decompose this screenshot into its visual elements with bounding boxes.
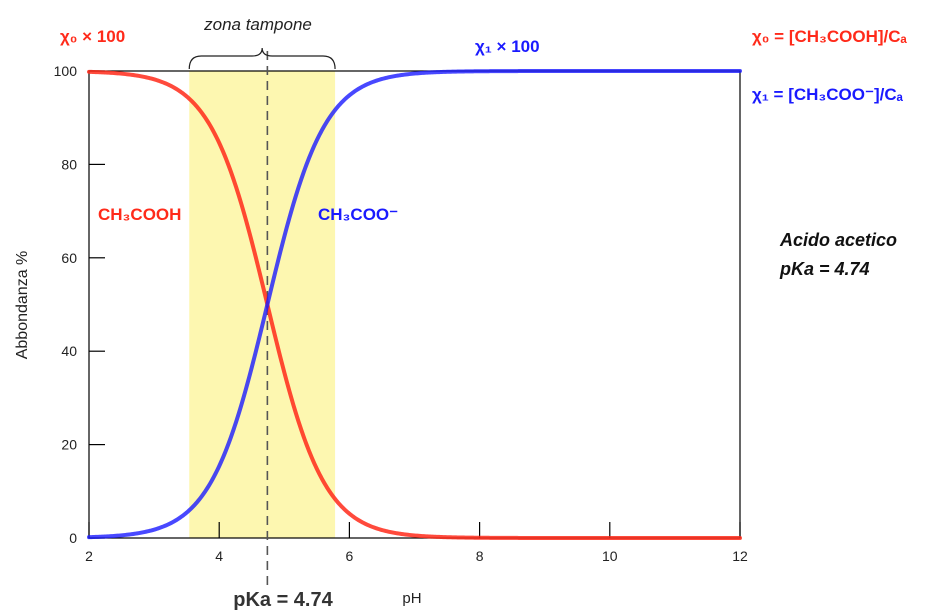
compound-pka: pKa = 4.74 <box>779 259 870 279</box>
x-tick-label: 4 <box>215 548 223 564</box>
series-lines <box>87 69 742 540</box>
buffer-zone-brace <box>188 47 336 70</box>
y-axis-label: Abbondanza % <box>14 251 31 360</box>
buffer-zone-band <box>189 71 336 538</box>
chi1-curve-label: χ₁ × 100 <box>475 37 540 56</box>
chi1-series-line <box>87 69 742 540</box>
y-tick-label: 60 <box>61 250 77 266</box>
chi0-formula: χ₀ = [CH₃COOH]/Cₐ <box>752 27 908 46</box>
chi0-series-line <box>87 69 742 540</box>
chi1-formula: χ₁ = [CH₃COO⁻]/Cₐ <box>752 85 904 104</box>
compound-name: Acido acetico <box>779 230 897 250</box>
x-tick-label: 2 <box>85 548 93 564</box>
x-tick-label: 12 <box>732 548 748 564</box>
y-tick-label: 0 <box>69 530 77 546</box>
x-tick-label: 10 <box>602 548 618 564</box>
x-tick-label: 8 <box>476 548 484 564</box>
axis-tick-labels: 2 4 6 8 10 12 0 20 40 60 80 100 <box>54 63 748 564</box>
y-tick-label: 80 <box>61 156 77 172</box>
acetate-label: CH₃COO⁻ <box>318 205 398 224</box>
axis-ticks <box>88 70 741 539</box>
acetic-acid-label: CH₃COOH <box>98 205 181 224</box>
y-tick-label: 20 <box>61 437 77 453</box>
x-tick-label: 6 <box>346 548 354 564</box>
pka-axis-label: pKa = 4.74 <box>233 589 333 611</box>
y-tick-label: 100 <box>54 63 78 79</box>
buffer-zone-label: zona tampone <box>203 15 312 34</box>
y-tick-label: 40 <box>61 343 77 359</box>
plot-frame <box>88 70 741 539</box>
chi0-curve-label: χ₀ × 100 <box>60 27 125 46</box>
x-axis-label: pH <box>402 590 421 607</box>
